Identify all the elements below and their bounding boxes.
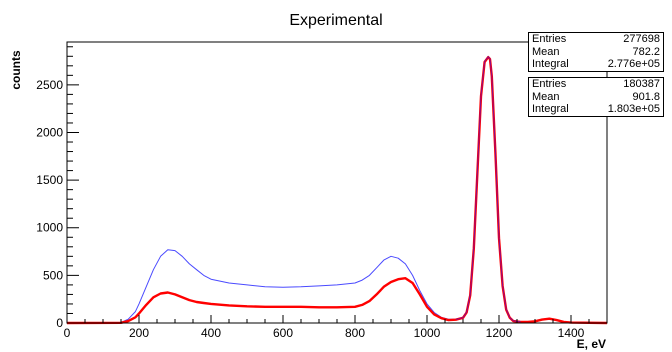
stats-row-integral: Integral 1.803e+05 — [532, 103, 660, 115]
axes-layer: 0 200 400 600 800 1000 1200 1400 0 500 1000 1500 200… — [36, 41, 608, 340]
x-tick-label: 400 — [201, 326, 221, 340]
chart-title: Experimental — [289, 12, 382, 29]
series-layer — [66, 55, 608, 325]
x-tick-label: 600 — [273, 326, 293, 340]
y-tick-label: 2500 — [36, 78, 63, 92]
y-tick-label: 1000 — [36, 221, 63, 235]
x-tick-label: 1000 — [414, 326, 441, 340]
x-tick-label: 200 — [129, 326, 149, 340]
x-tick-label: 0 — [64, 326, 71, 340]
x-tick-label: 1200 — [486, 326, 513, 340]
y-tick-label: 2000 — [36, 125, 63, 139]
stats-box-1: Entries 277698 Mean 782.2 Integral 2.776e+0… — [528, 32, 664, 72]
stats-box-2: Entries 180387 Mean 901.8 Integral 1.803e+0… — [528, 77, 664, 117]
y-axis-label: counts — [9, 50, 23, 90]
y-tick-label: 0 — [56, 316, 63, 330]
x-tick-label: 1400 — [558, 326, 585, 340]
x-tick-label: 800 — [345, 326, 365, 340]
x-axis-label: E, eV — [577, 337, 606, 351]
stats-row-entries: Entries 180387 — [532, 78, 660, 90]
y-tick-label: 1500 — [36, 173, 63, 187]
stats-row-entries: Entries 277698 — [532, 33, 660, 45]
stats-row-mean: Mean 782.2 — [532, 45, 660, 58]
stats-row-integral: Integral 2.776e+05 — [532, 58, 660, 70]
y-tick-label: 500 — [43, 268, 63, 282]
series-line-2 — [455, 56, 521, 323]
plot-frame — [66, 41, 608, 324]
stats-row-mean: Mean 901.8 — [532, 90, 660, 103]
series-line-0 — [66, 55, 608, 324]
